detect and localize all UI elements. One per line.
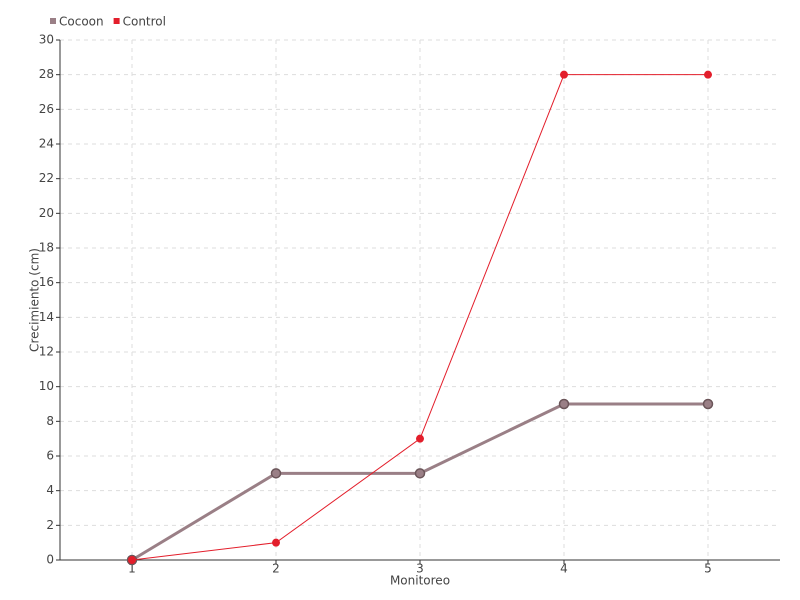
y-tick-label: 20 — [39, 206, 54, 220]
data-point — [270, 468, 282, 479]
y-tick-label: 30 — [39, 33, 54, 47]
y-tick-label: 0 — [46, 553, 54, 567]
x-tick-label: 3 — [416, 562, 424, 576]
legend-label: Control — [123, 15, 166, 29]
data-point — [416, 434, 424, 443]
y-tick-label: 6 — [46, 449, 54, 463]
data-point — [128, 556, 136, 564]
data-point — [702, 398, 714, 410]
y-tick-label: 24 — [39, 137, 54, 151]
y-tick-label: 8 — [46, 414, 54, 428]
y-tick-label: 12 — [39, 345, 54, 359]
y-tick-label: 26 — [39, 102, 54, 116]
data-point — [272, 538, 280, 547]
legend-label: Cocoon — [59, 15, 104, 29]
y-tick-label: 10 — [39, 379, 54, 393]
x-tick-label: 5 — [704, 562, 712, 576]
x-tick-label: 4 — [560, 562, 568, 576]
y-tick-label: 2 — [46, 518, 54, 532]
legend-swatch — [50, 18, 56, 24]
data-point — [704, 70, 712, 79]
x-tick-label: 2 — [272, 562, 280, 576]
y-tick-label: 4 — [46, 483, 54, 497]
y-tick-label: 28 — [39, 67, 54, 81]
data-point — [558, 398, 570, 410]
x-tick-label: 1 — [128, 562, 136, 576]
legend-swatch — [113, 18, 120, 24]
x-axis-label: Monitoreo — [390, 574, 450, 588]
y-tick-label: 16 — [39, 275, 54, 289]
data-point — [560, 70, 568, 79]
data-point — [414, 468, 426, 479]
y-axis-label: Crecimiento (cm) — [28, 248, 42, 352]
y-tick-label: 14 — [39, 310, 54, 324]
y-tick-label: 18 — [39, 241, 54, 255]
y-tick-label: 22 — [39, 171, 54, 185]
